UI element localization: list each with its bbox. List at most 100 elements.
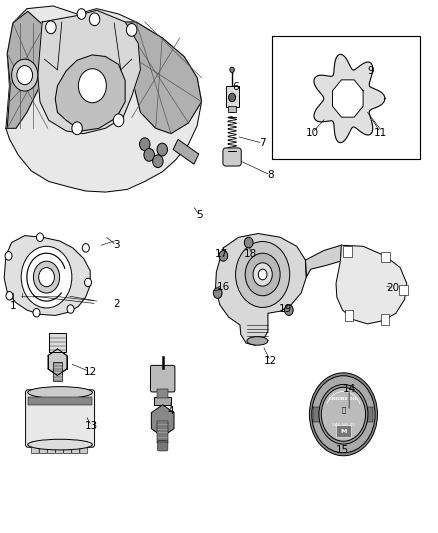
Circle shape — [219, 251, 228, 261]
Circle shape — [285, 305, 293, 316]
Bar — [173, 140, 199, 164]
Bar — [343, 246, 352, 257]
Bar — [336, 425, 351, 437]
Text: 16: 16 — [217, 282, 230, 292]
Ellipse shape — [247, 337, 268, 345]
Circle shape — [6, 292, 13, 300]
Text: 4: 4 — [168, 406, 174, 416]
Circle shape — [127, 23, 137, 36]
FancyBboxPatch shape — [72, 442, 80, 454]
FancyBboxPatch shape — [80, 442, 88, 454]
Circle shape — [229, 93, 236, 102]
FancyBboxPatch shape — [157, 440, 168, 451]
Circle shape — [33, 261, 60, 293]
Ellipse shape — [28, 439, 92, 450]
Circle shape — [258, 269, 267, 280]
Circle shape — [140, 138, 150, 151]
Polygon shape — [38, 10, 141, 134]
Bar — [228, 106, 237, 112]
Polygon shape — [123, 22, 201, 134]
Bar — [345, 310, 353, 321]
Circle shape — [319, 384, 368, 444]
Text: 1: 1 — [10, 301, 16, 311]
Text: M: M — [340, 429, 346, 434]
Polygon shape — [152, 405, 174, 437]
Text: 2: 2 — [113, 298, 120, 309]
Bar — [381, 252, 390, 262]
FancyBboxPatch shape — [31, 442, 39, 454]
Text: 14: 14 — [343, 384, 356, 394]
Ellipse shape — [28, 386, 92, 398]
Circle shape — [244, 237, 253, 248]
Polygon shape — [4, 236, 90, 316]
Bar — [157, 421, 168, 443]
Text: 11: 11 — [374, 127, 387, 138]
Text: 3: 3 — [113, 240, 120, 250]
Polygon shape — [332, 80, 363, 117]
Polygon shape — [7, 11, 48, 128]
Polygon shape — [336, 245, 407, 324]
Circle shape — [17, 66, 32, 85]
Text: 12: 12 — [264, 356, 277, 366]
FancyBboxPatch shape — [25, 390, 95, 447]
Bar — [28, 397, 92, 405]
Bar — [272, 36, 420, 159]
FancyBboxPatch shape — [39, 442, 47, 454]
Circle shape — [12, 59, 38, 91]
Circle shape — [113, 114, 124, 127]
FancyBboxPatch shape — [223, 148, 241, 166]
Circle shape — [245, 253, 280, 296]
Bar — [399, 285, 408, 295]
Bar — [53, 362, 62, 381]
Text: 19: 19 — [279, 304, 292, 314]
Text: 6: 6 — [232, 82, 239, 92]
Circle shape — [157, 143, 167, 156]
Text: 10: 10 — [306, 127, 319, 138]
Circle shape — [253, 263, 272, 286]
Circle shape — [321, 387, 366, 441]
Bar — [381, 314, 389, 325]
Circle shape — [89, 13, 100, 26]
Circle shape — [21, 246, 72, 308]
Text: SAE 5W-20: SAE 5W-20 — [332, 423, 355, 426]
Polygon shape — [215, 233, 306, 345]
Bar — [49, 333, 66, 352]
Circle shape — [78, 69, 106, 103]
Circle shape — [144, 149, 154, 161]
Bar — [154, 397, 171, 405]
FancyBboxPatch shape — [56, 442, 64, 454]
Polygon shape — [48, 349, 67, 375]
Text: 20: 20 — [386, 283, 399, 293]
Circle shape — [46, 21, 56, 34]
Text: 18: 18 — [244, 249, 257, 259]
Circle shape — [236, 241, 290, 308]
Circle shape — [309, 373, 378, 456]
Polygon shape — [314, 54, 385, 143]
Circle shape — [312, 376, 375, 453]
Circle shape — [82, 244, 89, 252]
Circle shape — [5, 252, 12, 260]
FancyBboxPatch shape — [64, 442, 71, 454]
Text: 17: 17 — [215, 249, 228, 259]
Circle shape — [39, 268, 54, 287]
Text: 12: 12 — [84, 367, 97, 377]
Circle shape — [72, 122, 82, 135]
Bar — [157, 389, 168, 398]
Text: 13: 13 — [85, 421, 98, 431]
Text: 9: 9 — [367, 66, 374, 76]
Circle shape — [85, 278, 92, 287]
Polygon shape — [6, 6, 201, 192]
Circle shape — [213, 288, 222, 298]
Circle shape — [77, 9, 86, 19]
Bar — [226, 86, 239, 107]
Text: ENGINE OIL: ENGINE OIL — [329, 397, 357, 400]
Circle shape — [152, 155, 163, 167]
Circle shape — [33, 309, 40, 317]
Text: 🛢: 🛢 — [341, 407, 346, 414]
Circle shape — [230, 67, 234, 72]
Polygon shape — [305, 245, 341, 277]
FancyBboxPatch shape — [150, 366, 175, 392]
FancyBboxPatch shape — [47, 442, 55, 454]
Text: 7: 7 — [259, 138, 266, 148]
Text: 8: 8 — [267, 170, 274, 180]
